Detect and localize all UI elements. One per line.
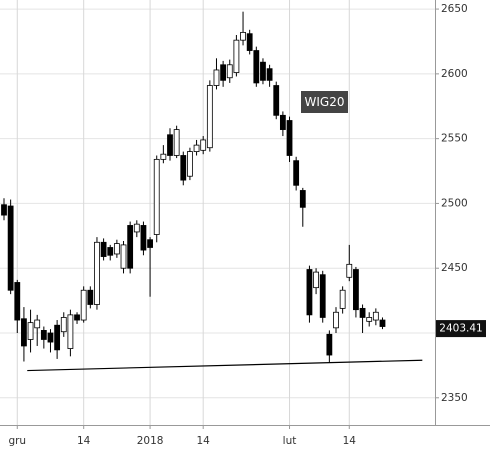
candle-body	[293, 160, 300, 186]
candle-body	[133, 223, 140, 233]
y-tick-label: 2600	[441, 68, 468, 80]
y-tick-label: 2450	[441, 262, 468, 274]
x-tick-label: 14	[77, 435, 91, 447]
candle-body	[266, 68, 273, 81]
candle-body	[153, 158, 160, 235]
candle-body	[326, 333, 333, 356]
candle-body	[40, 330, 47, 340]
candle-body	[34, 319, 41, 329]
y-tick-label: 2500	[441, 197, 468, 209]
y-tick-label: 2550	[441, 133, 468, 145]
candle-body	[299, 190, 306, 208]
candle-body	[240, 31, 246, 41]
candle-body	[339, 289, 346, 309]
candle-body	[213, 69, 220, 86]
candle-body	[286, 120, 293, 156]
candle-body	[200, 139, 207, 151]
candle-body	[14, 282, 21, 321]
candle-body	[233, 39, 240, 73]
candle-body	[273, 85, 280, 116]
candle-body	[120, 244, 127, 269]
candle-body	[372, 311, 379, 321]
candle-body	[226, 64, 233, 79]
candle-body	[346, 263, 353, 278]
candle-body	[67, 314, 74, 349]
candle-body	[260, 61, 266, 81]
candle-body	[379, 319, 386, 327]
candle-body	[206, 85, 213, 149]
x-tick-label: 2018	[137, 435, 164, 447]
candle-body	[1, 204, 7, 216]
candle-body	[319, 274, 326, 318]
candle-body	[74, 314, 80, 321]
candle-body	[27, 322, 34, 340]
y-tick-label: 2350	[441, 392, 468, 404]
candle-body	[21, 318, 27, 347]
candle-body	[279, 114, 286, 130]
candle-body	[7, 205, 14, 291]
candle-body	[313, 271, 319, 289]
candle-body	[60, 317, 67, 333]
trendline	[27, 359, 423, 372]
candle-body	[306, 269, 313, 316]
candle-body	[353, 269, 359, 311]
candle-body	[180, 155, 187, 181]
candle-body	[160, 153, 167, 160]
candle-body	[147, 239, 153, 248]
annotation: WIG20	[305, 95, 345, 109]
x-tick-label: gru	[8, 435, 26, 447]
candle-body	[113, 243, 120, 255]
price-label-box	[436, 320, 486, 338]
x-tick-label: lut	[283, 435, 297, 447]
candle-body	[193, 144, 200, 153]
x-tick-label: 14	[197, 435, 211, 447]
candle-body	[366, 317, 373, 322]
candle-body	[87, 289, 94, 305]
candle-body	[187, 151, 193, 177]
candle-body	[107, 247, 114, 256]
candle-body	[80, 289, 87, 321]
x-tick-label: 14	[343, 435, 357, 447]
candle-body	[54, 324, 61, 351]
candle-body	[167, 134, 173, 156]
candle-body	[47, 332, 54, 343]
candle-body	[333, 311, 339, 329]
price-label: 2403.41	[439, 323, 482, 335]
candle-body	[127, 225, 134, 269]
y-tick-label: 2650	[441, 3, 468, 15]
annotation-box	[301, 91, 348, 113]
candle-body	[100, 241, 107, 257]
candle-body	[359, 307, 366, 318]
candle-body	[173, 129, 180, 156]
candle-body	[220, 64, 227, 81]
candle-body	[140, 225, 147, 251]
candle-body	[94, 241, 100, 305]
candle-body	[253, 50, 260, 84]
candle-body	[246, 33, 253, 51]
